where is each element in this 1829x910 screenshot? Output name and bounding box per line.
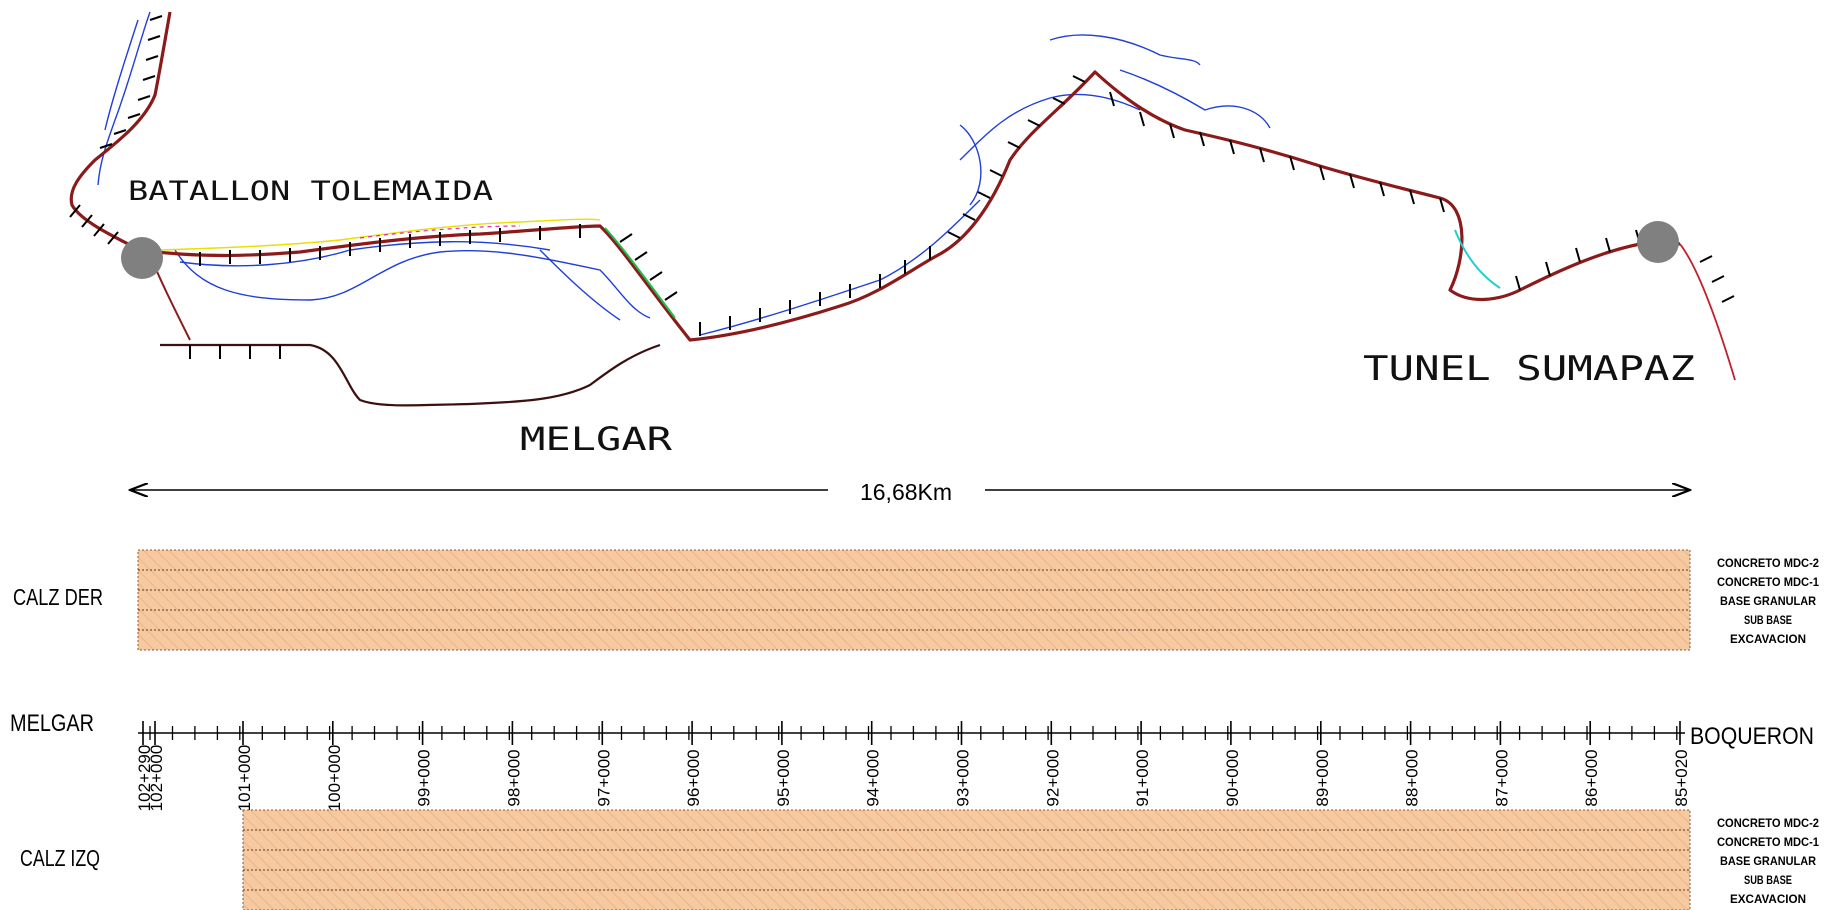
road-edge-magenta [359, 225, 521, 239]
river-lines [97, 11, 1271, 336]
scale-station-label: 96+000 [684, 749, 703, 806]
road-edge-yellow [159, 218, 601, 251]
start-point-marker [121, 237, 163, 279]
left-layer-name: SUB BASE [1744, 875, 1792, 887]
label-batallon-tolemaida: BATALLON TOLEMAIDA [128, 176, 493, 207]
left-layer-name: CONCRETO MDC-1 [1717, 837, 1820, 849]
left-layer-band [242, 809, 1691, 910]
scale-station-label: 85+020 [1672, 749, 1691, 806]
scale-station-label: 97+000 [594, 749, 613, 806]
right-layer-band [137, 549, 1691, 651]
right-layer-name: EXCAVACION [1730, 634, 1806, 646]
scale-station-label: 95+000 [774, 749, 793, 806]
left-layer-name: EXCAVACION [1730, 894, 1806, 906]
right-layer-name: SUB BASE [1744, 615, 1792, 627]
end-point-marker [1637, 221, 1679, 263]
scale-minor-ticks [149, 726, 1678, 740]
scale-station-label: 98+000 [504, 749, 523, 806]
scale-end-label: BOQUERON [1690, 723, 1814, 750]
route-map: BATALLON TOLEMAIDA MELGAR TUNEL SUMAPAZ … [69, 11, 1736, 505]
scale-station-label: 90+000 [1223, 749, 1242, 806]
scale-station-label: 87+000 [1492, 749, 1511, 806]
left-carriageway-section: CALZ IZQ CONCRETO MDC-2 CONCRETO MDC-1 B… [20, 809, 1820, 910]
left-layer-name: CONCRETO MDC-2 [1717, 818, 1819, 830]
scale-station-label: 102+290 [135, 745, 154, 812]
scale-station-label: 86+000 [1582, 749, 1601, 806]
scale-station-label: 94+000 [864, 749, 883, 806]
label-tunel-sumapaz: TUNEL SUMAPAZ [1363, 349, 1695, 389]
right-carriageway-label: CALZ DER [13, 584, 103, 610]
scale-station-label: 93+000 [954, 749, 973, 806]
scale-station-label: 92+000 [1043, 749, 1062, 806]
scale-station-label: 91+000 [1133, 749, 1152, 806]
route-ticks [69, 15, 1735, 359]
scale-station-label: 99+000 [415, 749, 434, 806]
distance-label: 16,68Km [860, 479, 952, 505]
right-layer-name: CONCRETO MDC-2 [1717, 558, 1819, 570]
right-layer-name: BASE GRANULAR [1720, 596, 1817, 608]
left-layer-name: BASE GRANULAR [1720, 856, 1817, 868]
road-edge-green [604, 227, 676, 319]
scale-station-label: 101+000 [235, 745, 254, 812]
scale-station-label: 100+000 [325, 745, 344, 812]
right-layer-name: CONCRETO MDC-1 [1717, 577, 1820, 589]
scale-station-label: 102+000 [147, 745, 166, 812]
left-carriageway-label: CALZ IZQ [20, 845, 100, 871]
road-route [69, 11, 1681, 342]
label-melgar-town: MELGAR [520, 420, 673, 458]
right-carriageway-section: CALZ DER CONCRETO MDC-2 CONCRETO MDC-1 B… [13, 549, 1820, 651]
scale-station-label: 88+000 [1403, 749, 1422, 806]
scale-start-label: MELGAR [10, 710, 94, 737]
melgar-branch-road [160, 343, 661, 407]
road-edge-cyan [1454, 229, 1501, 289]
scale-station-label: 89+000 [1313, 749, 1332, 806]
east-exit-road [1679, 243, 1736, 381]
